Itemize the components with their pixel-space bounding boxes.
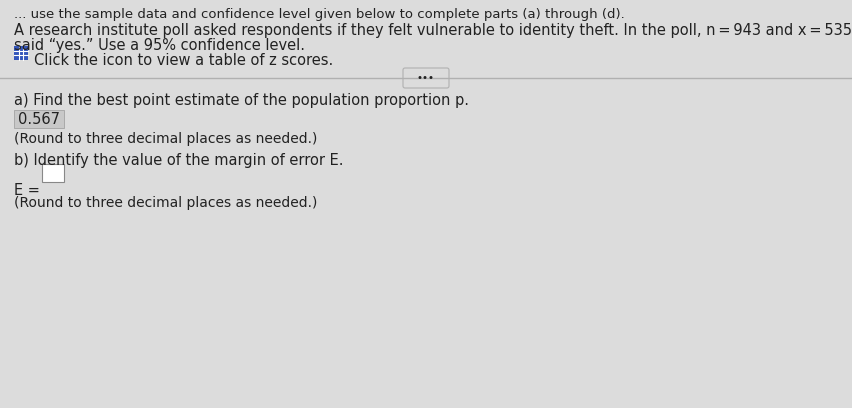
Text: 0.567: 0.567 (18, 111, 60, 126)
Text: Click the icon to view a table of z scores.: Click the icon to view a table of z scor… (34, 53, 333, 68)
Text: a) Find the best point estimate of the population proportion p.: a) Find the best point estimate of the p… (14, 93, 469, 108)
Bar (42, 164, 64, 182)
Text: E =: E = (14, 183, 40, 198)
Bar (14, 46, 28, 60)
Text: said “yes.” Use a 95% confidence level.: said “yes.” Use a 95% confidence level. (14, 38, 305, 53)
FancyBboxPatch shape (403, 68, 449, 88)
Text: b) Identify the value of the margin of error E.: b) Identify the value of the margin of e… (14, 153, 343, 168)
Text: A research institute poll asked respondents if they felt vulnerable to identity : A research institute poll asked responde… (14, 23, 852, 38)
Bar (14, 110, 64, 128)
Text: (Round to three decimal places as needed.): (Round to three decimal places as needed… (14, 196, 318, 210)
Text: •••: ••• (417, 73, 435, 83)
Text: (Round to three decimal places as needed.): (Round to three decimal places as needed… (14, 132, 318, 146)
Text: ... use the sample data and confidence level given below to complete parts (a) t: ... use the sample data and confidence l… (14, 8, 625, 21)
